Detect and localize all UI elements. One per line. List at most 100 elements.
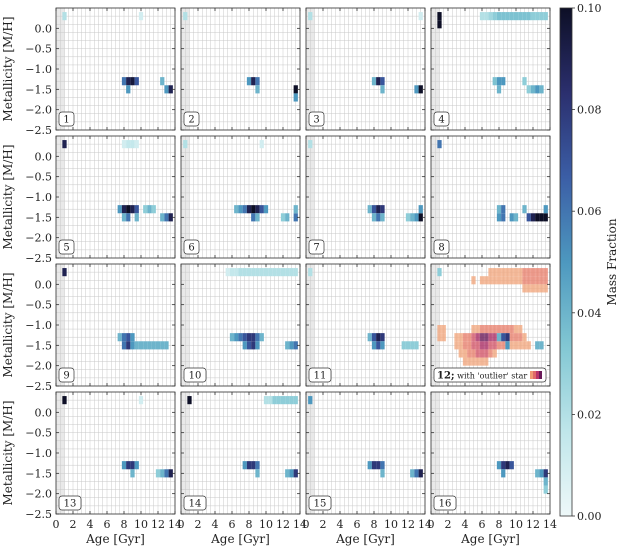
x-tick-label: 10 <box>134 518 148 531</box>
heatmap-cell <box>539 341 544 350</box>
heatmap-cell <box>418 469 423 478</box>
heatmap-cell <box>308 12 313 21</box>
outlier-cell <box>454 341 459 350</box>
heatmap-cell <box>138 12 144 21</box>
y-tick-label: −1.5 <box>25 339 52 352</box>
outlier-cell <box>513 268 519 277</box>
panel-label-box <box>433 367 547 383</box>
colorbar-tick-label: 0.06 <box>577 205 602 218</box>
outlier-cell <box>484 276 489 285</box>
heatmap-cell <box>251 77 256 86</box>
heatmap-cell <box>242 333 247 342</box>
heatmap-cell <box>367 205 372 214</box>
outlier-cell <box>479 349 485 358</box>
heatmap-cell <box>255 205 260 214</box>
x-tick-label: 2 <box>320 518 327 531</box>
heatmap-cell <box>276 396 281 405</box>
heatmap-cell <box>117 205 122 214</box>
x-axis-label: Age [Gyr] <box>335 532 395 546</box>
heatmap-cell <box>539 469 544 478</box>
heatmap-cell <box>255 341 260 350</box>
panel-label: 1 <box>58 111 75 127</box>
outlier-cell <box>543 276 548 285</box>
heatmap-cell <box>280 396 286 405</box>
heatmap-cell <box>414 341 419 350</box>
heatmap-cell <box>280 268 286 277</box>
heatmap-cell <box>134 213 139 222</box>
x-tick-label: 6 <box>229 518 236 531</box>
outlier-swatch <box>536 371 539 379</box>
heatmap-cell <box>160 341 165 350</box>
heatmap-cell <box>160 77 165 86</box>
x-tick-label: 0 <box>303 518 310 531</box>
heatmap-cell <box>130 333 135 342</box>
heatmap-cell <box>246 333 252 342</box>
heatmap-cell <box>285 268 290 277</box>
outlier-cell <box>492 268 497 277</box>
heatmap-cell <box>380 461 385 470</box>
heatmap-cell <box>539 213 544 222</box>
panel: 13 0.0 −0.5 −1.0 −1.5 −2.0 −2.5 Metallicity [M/… <box>1 391 182 546</box>
heatmap-cell <box>138 341 144 350</box>
outlier-cell <box>488 341 493 350</box>
y-tick-label: −0.5 <box>25 299 52 312</box>
outlier-cell <box>522 284 527 293</box>
heatmap-cell <box>246 461 252 470</box>
x-tick-label: 10 <box>509 518 523 531</box>
outlier-cell <box>539 268 544 277</box>
outlier-cell <box>462 349 468 358</box>
heatmap-cell <box>371 77 377 86</box>
heatmap-cell <box>405 341 411 350</box>
outlier-cell <box>475 333 480 342</box>
y-tick-label: −1.5 <box>25 83 52 96</box>
heatmap-cell <box>272 268 277 277</box>
heatmap-cell <box>126 140 131 149</box>
outlier-cell <box>501 325 506 334</box>
heatmap-cell <box>308 268 313 277</box>
x-tick-label: 8 <box>246 518 253 531</box>
heatmap-cell <box>155 469 161 478</box>
panel-label-box <box>433 111 450 127</box>
panel-label-box <box>58 239 75 255</box>
heatmap-cell <box>505 461 510 470</box>
outlier-cell <box>501 341 506 350</box>
heatmap-cell <box>530 85 536 94</box>
heatmap-cell <box>376 205 381 214</box>
panel-label-box <box>183 239 200 255</box>
outlier-cell <box>526 268 531 277</box>
heatmap-cell <box>183 12 188 21</box>
heatmap-cell <box>134 77 139 86</box>
heatmap-cell <box>418 205 423 214</box>
x-tick-label: 8 <box>121 518 128 531</box>
heatmap-cell <box>62 268 67 277</box>
panel: 9 0.0 −0.5 −1.0 −1.5 −2.0 −2.5 Metallicity [M/H… <box>1 263 176 393</box>
outlier-cell <box>484 325 489 334</box>
heatmap-cell <box>263 396 269 405</box>
x-tick-label: 4 <box>462 518 469 531</box>
heatmap-cell <box>289 469 294 478</box>
heatmap-cell <box>143 205 148 214</box>
heatmap-cell <box>268 396 273 405</box>
heatmap-cell <box>234 333 239 342</box>
heatmap-cell <box>130 461 135 470</box>
outlier-cell <box>484 357 489 366</box>
colorbar-tick-label: 0.10 <box>577 2 602 15</box>
heatmap-cell <box>414 469 419 478</box>
panel-label-text: 4 <box>438 115 444 126</box>
outlier-cell <box>492 325 497 334</box>
panel-label-text: 6 <box>188 243 194 254</box>
panel: 1 0.0 −0.5 −1.0 −1.5 −2.0 −2.5 Metallicity [M/H… <box>1 7 176 137</box>
outlier-cell <box>496 276 502 285</box>
heatmap-cell <box>126 77 131 86</box>
heatmap-cell <box>121 205 127 214</box>
heatmap-cell <box>121 77 127 86</box>
heatmap-cell <box>522 77 527 86</box>
heatmap-cell <box>380 85 385 94</box>
heatmap-cell <box>138 396 144 405</box>
heatmap-cell <box>410 341 415 350</box>
outlier-cell <box>522 341 527 350</box>
x-axis-label: Age [Gyr] <box>460 532 520 546</box>
outlier-cell <box>492 333 497 342</box>
heatmap-cell <box>376 77 381 86</box>
outlier-cell <box>441 333 446 342</box>
